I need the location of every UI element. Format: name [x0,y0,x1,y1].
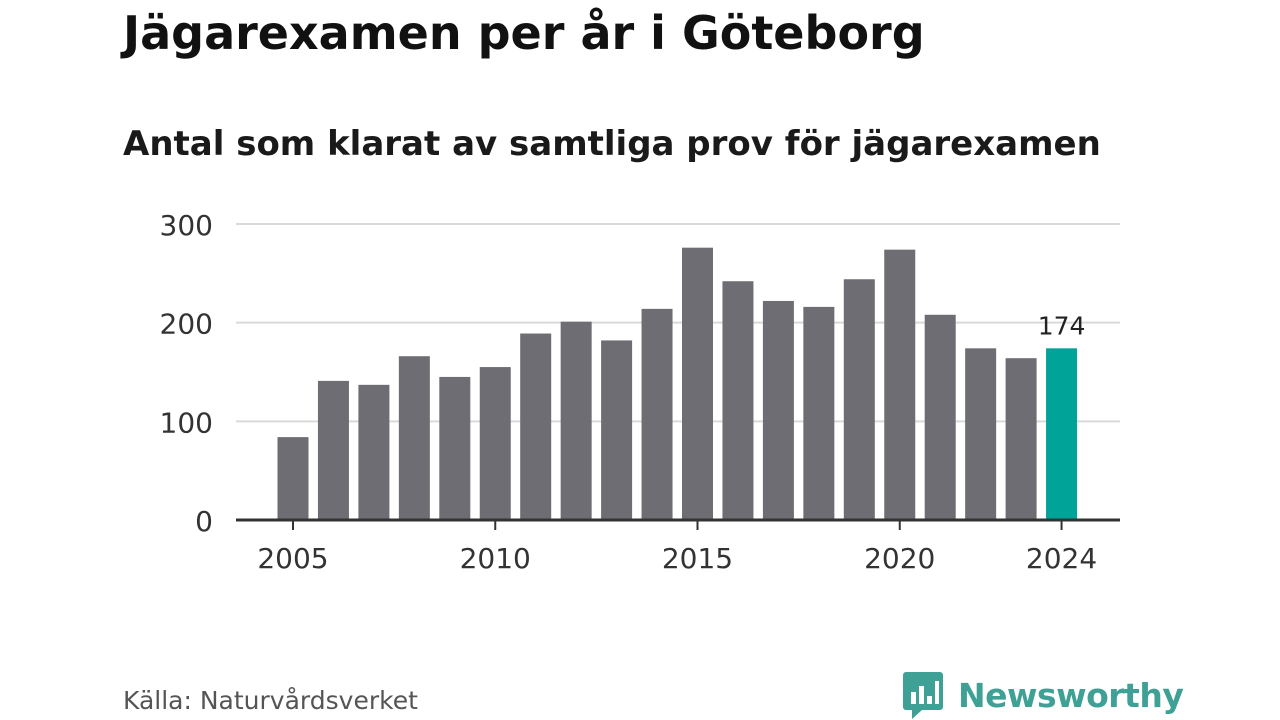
y-tick-label: 300 [160,209,213,242]
bar-2010 [479,367,511,520]
bar-2009 [439,376,471,520]
labels: 0 100 200 300 2005 2010 2015 2020 2024 174 [160,209,1098,575]
source-note: Källa: Naturvårdsverket [123,686,418,715]
y-tick-label: 100 [160,406,213,439]
brand-logo: Newsworthy [902,670,1184,720]
bar-2016 [722,281,754,520]
bar-2008 [398,356,430,520]
bar-2011 [520,333,552,520]
bar-2005 [277,437,309,520]
bar-2017 [762,300,794,520]
x-tick-label: 2024 [1026,542,1097,575]
brand-name: Newsworthy [958,675,1184,715]
data-label-highlight: 174 [1038,311,1086,340]
bar-2018 [803,306,835,520]
bar-2013 [601,340,633,520]
chart-title: Jägarexamen per år i Göteborg [123,6,925,60]
bar-2015 [682,247,713,520]
bar-2022 [965,348,997,520]
bar-2012 [560,321,592,520]
bar-2021 [924,314,956,520]
newsworthy-logo-icon [903,672,943,719]
bar-2023 [1005,358,1037,520]
y-tick-label: 200 [160,308,213,341]
x-tick-label: 2020 [864,542,935,575]
bar-2024 [1046,348,1078,520]
x-tick-label: 2005 [257,542,328,575]
chart-subtitle: Antal som klarat av samtliga prov för jä… [123,124,1101,164]
bar-2007 [358,384,390,520]
y-tick-label: 0 [195,505,213,538]
bars [277,247,1078,521]
x-tick-label: 2010 [460,542,531,575]
bar-2014 [641,308,673,520]
bar-2019 [843,279,875,520]
bar-2020 [884,249,916,521]
bar-2006 [317,380,349,520]
axes [236,518,1120,530]
x-tick-label: 2015 [662,542,733,575]
